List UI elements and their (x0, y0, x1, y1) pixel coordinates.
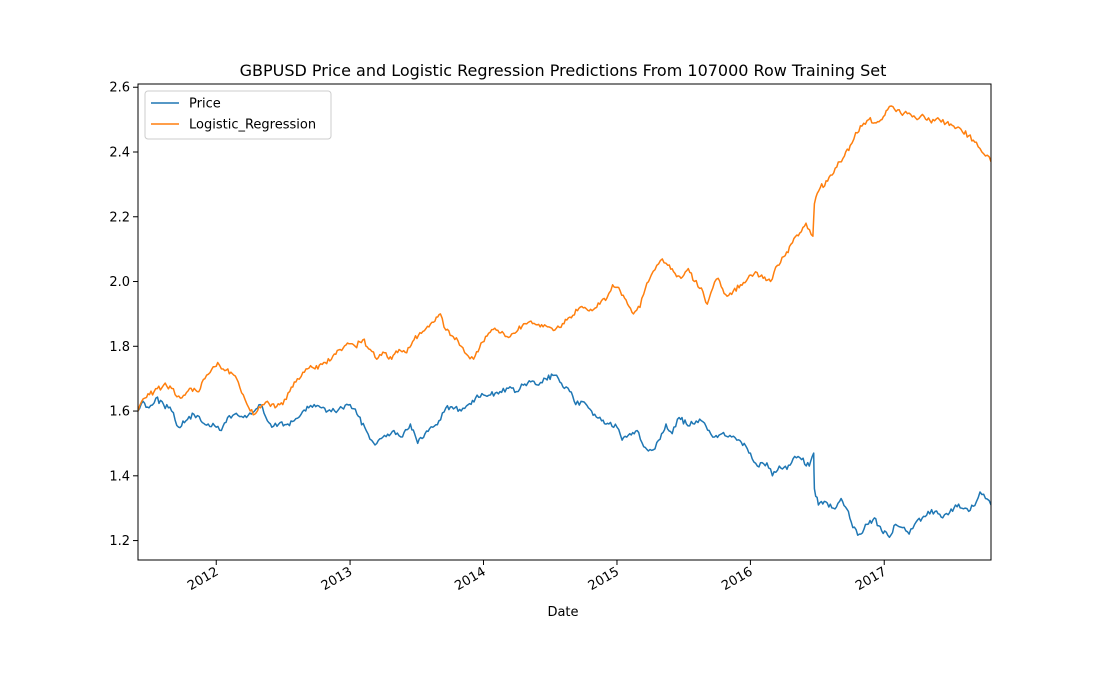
x-tick-label: 2016 (719, 564, 755, 594)
x-axis-label: Date (547, 605, 578, 620)
y-tick-label: 2.2 (109, 210, 130, 225)
plot-frame (137, 83, 992, 561)
plot-area (138, 105, 991, 539)
x-tick-label: 2014 (452, 564, 488, 594)
legend-label: Logistic_Regression (189, 118, 316, 133)
legend: Price Logistic_Regression (144, 90, 332, 140)
y-axis: 1.2 1.4 1.6 1.8 2.0 2.2 2.4 2.6 (109, 81, 138, 549)
series-line-0 (138, 373, 991, 539)
y-tick-label: 1.8 (109, 340, 130, 355)
x-tick-label: 2017 (853, 564, 889, 594)
series-line-1 (138, 105, 991, 416)
x-tick-label: 2015 (586, 564, 622, 594)
y-tick-label: 1.4 (109, 469, 130, 484)
x-axis: 2012 2013 2014 2015 2016 2017 (185, 560, 889, 594)
y-tick-label: 1.6 (109, 405, 130, 420)
legend-box (144, 90, 332, 140)
x-tick-label: 2013 (319, 564, 355, 594)
x-tick-label: 2012 (185, 564, 221, 594)
y-tick-label: 1.2 (109, 534, 130, 549)
legend-label: Price (189, 97, 221, 112)
y-tick-label: 2.6 (109, 81, 130, 96)
chart-title: GBPUSD Price and Logistic Regression Pre… (240, 61, 887, 80)
y-tick-label: 2.0 (109, 275, 130, 290)
y-tick-label: 2.4 (109, 146, 130, 161)
